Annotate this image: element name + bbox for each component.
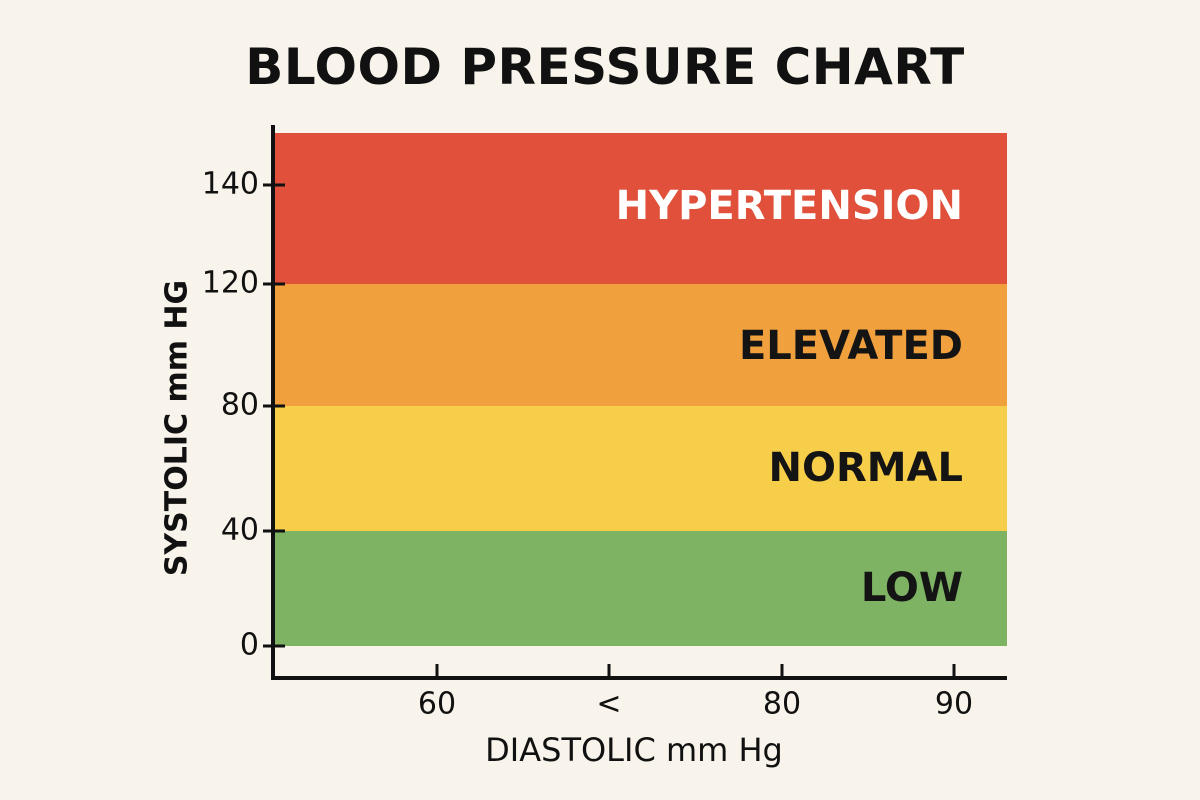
x-tick-label: 60 xyxy=(418,687,456,722)
y-tick-label: 40 xyxy=(221,513,259,548)
band-label-elevated: ELEVATED xyxy=(739,323,963,369)
y-tick-label: 140 xyxy=(202,167,259,202)
y-tick-label: 0 xyxy=(240,628,259,663)
band-normal xyxy=(275,406,1007,531)
band-hypertension xyxy=(275,133,1007,284)
x-axis-title: DIASTOLIC mm Hg xyxy=(485,731,783,769)
band-elevated xyxy=(275,284,1007,406)
band-low xyxy=(275,531,1007,646)
band-label-hypertension: HYPERTENSION xyxy=(616,183,963,229)
x-tick-label: 80 xyxy=(763,687,801,722)
band-label-low: LOW xyxy=(861,565,963,611)
x-tick-label: < xyxy=(596,687,621,722)
y-tick-label: 80 xyxy=(221,388,259,423)
chart-title: BLOOD PRESSURE CHART xyxy=(245,38,965,96)
x-tick-label: 90 xyxy=(935,687,973,722)
y-axis-title: SYSTOLIC mm HG xyxy=(160,280,195,576)
band-label-normal: NORMAL xyxy=(768,445,963,491)
y-tick-label: 120 xyxy=(202,266,259,301)
